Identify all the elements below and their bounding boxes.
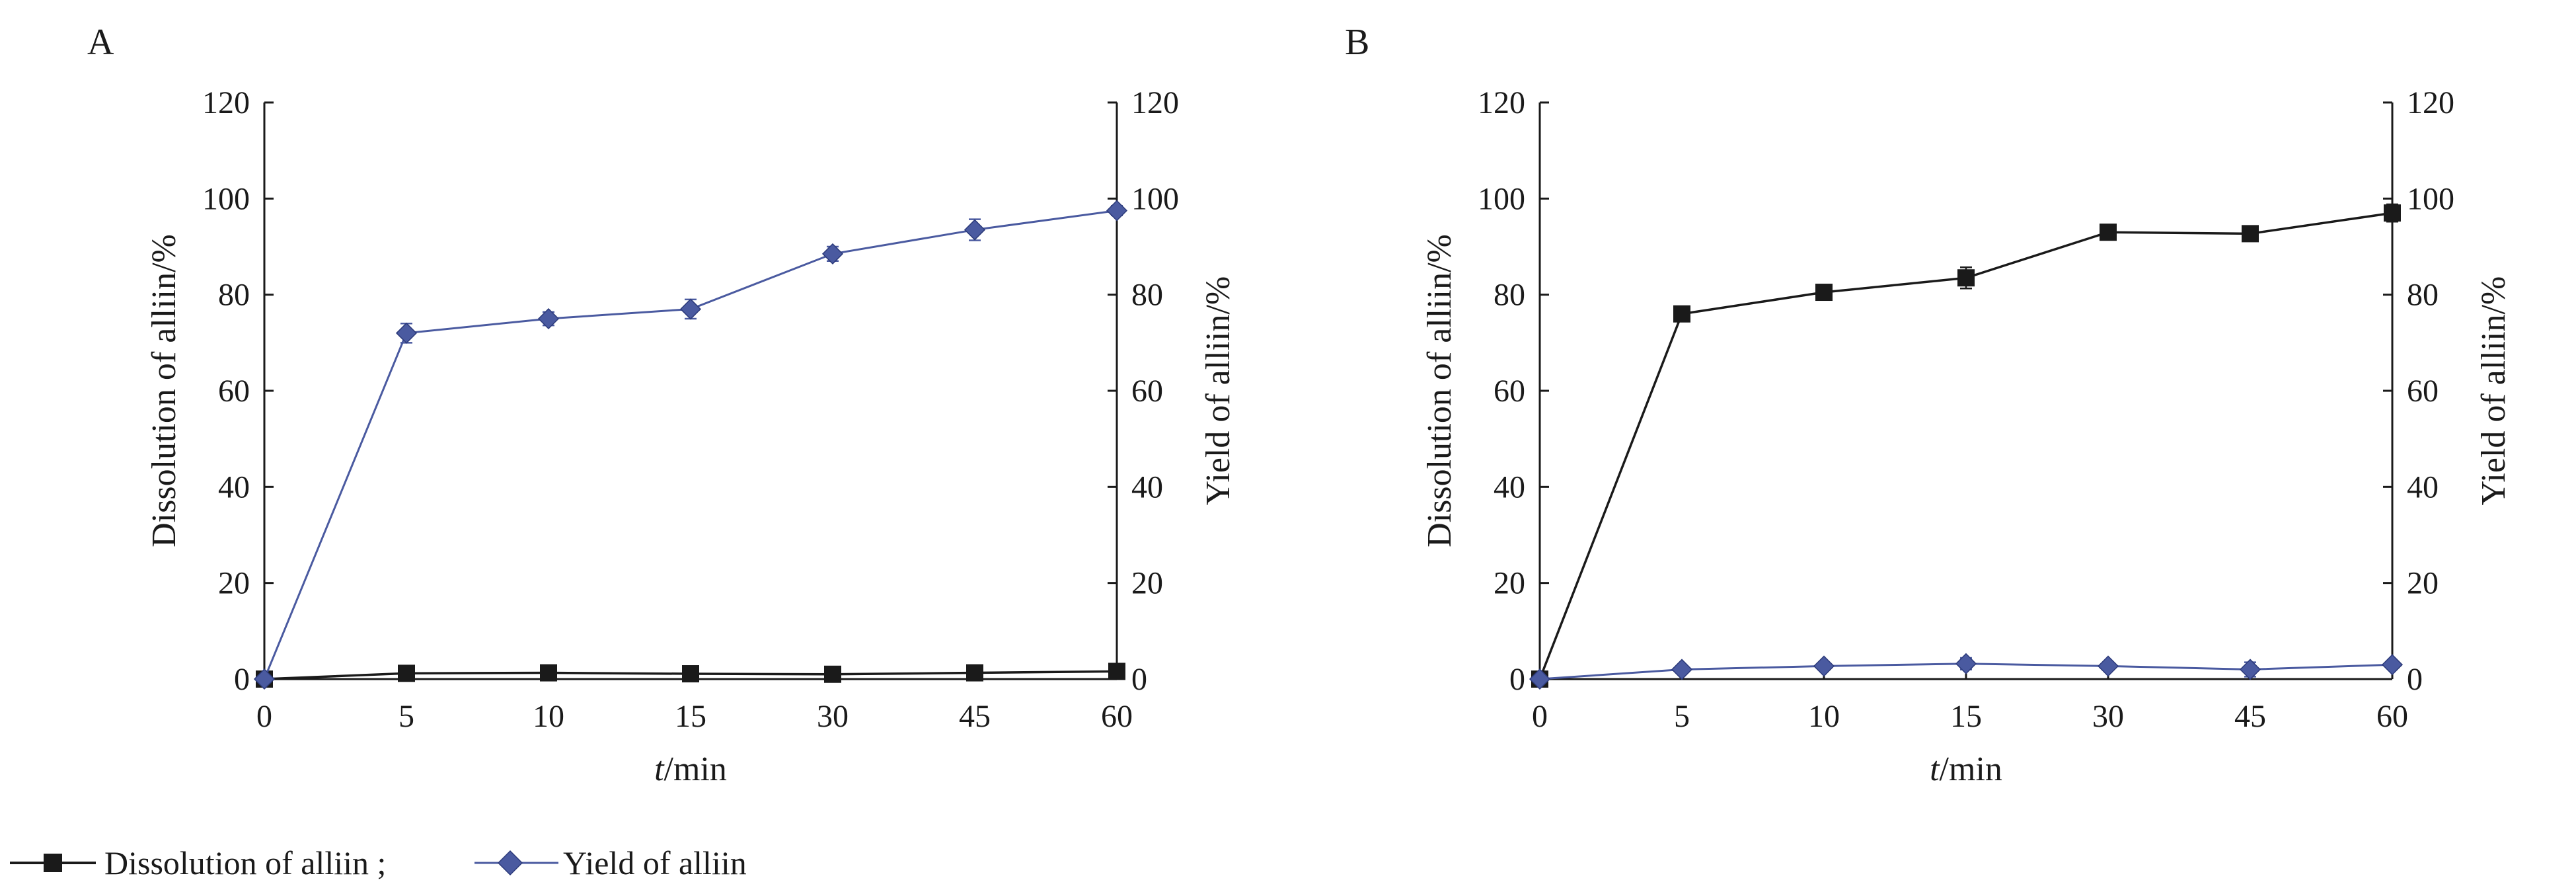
panel-b-dissolution-point (1957, 269, 1975, 287)
panel-a-left-tick-label: 20 (218, 566, 250, 601)
panel-a-left-tick-label: 80 (218, 278, 250, 313)
panel-a-yield-point (679, 298, 702, 320)
panel-a-right-tick-label: 0 (1131, 662, 1147, 697)
panel-b-x-tick-label: 60 (2376, 699, 2408, 734)
panel-a-yield-point (395, 322, 418, 344)
panel-b-right-tick-label: 60 (2407, 374, 2439, 409)
panel-a-right-tick-label: 100 (1131, 181, 1179, 216)
panel-a-dissolution-point (1108, 663, 1125, 680)
panel-a-x-axis-title: t/min (654, 750, 727, 788)
panel-a-right-tick-label: 60 (1131, 374, 1163, 409)
panel-a-x-tick-label: 45 (959, 699, 991, 734)
panel-a-right-axis-title: Yield of alliin/% (1199, 276, 1237, 506)
legend-label-yield: Yield of alliin (563, 844, 747, 881)
panel-a-right-tick-label: 40 (1131, 469, 1163, 505)
panel-a-left-tick-label: 100 (202, 181, 250, 216)
panel-a-dissolution-point (398, 665, 415, 682)
panel-b-left-tick-label: 120 (1478, 85, 1525, 120)
panel-a-right-tick-label: 120 (1131, 85, 1179, 120)
panel-b-x-tick-label: 30 (2092, 699, 2124, 734)
panel-a-dissolution-point (540, 664, 557, 682)
panel-b-right-tick-label: 100 (2407, 181, 2454, 216)
panel-b-x-tick-label: 5 (1674, 699, 1690, 734)
panel-a-left-tick-label: 40 (218, 469, 250, 505)
panel-b-x-tick-label: 0 (1532, 699, 1548, 734)
panel-a-x-axis-title-variable: t (654, 750, 665, 788)
panel-a-left-tick-label: 0 (234, 662, 250, 697)
panel-b-x-tick-label: 45 (2234, 699, 2266, 734)
panel-b-dissolution-point (1815, 284, 1833, 302)
panel-b-x-tick-label: 15 (1950, 699, 1982, 734)
panel-a-dissolution-point (966, 664, 983, 682)
panel-b-left-tick-label: 0 (1509, 662, 1525, 697)
panel-b-right-tick-label: 40 (2407, 469, 2439, 505)
panel-b-yield-point (1813, 655, 1835, 677)
panel-b-dissolution-point (1673, 305, 1690, 323)
panel-a-label: A (87, 22, 114, 63)
panel-a-left-tick-label: 120 (202, 85, 250, 120)
panel-a-yield-point (964, 219, 986, 241)
panel-b-dissolution-point (2384, 204, 2401, 222)
panel-a-yield-point (537, 307, 560, 330)
panel-a-x-axis-title-unit: /min (664, 750, 727, 788)
panel-a-dissolution-point (682, 665, 699, 683)
panel-b-yield-point (2239, 659, 2261, 680)
panel-a-right-tick-label: 20 (1131, 566, 1163, 601)
legend-marker-yield-diamond (497, 850, 523, 876)
panel-b-left-tick-label: 20 (1494, 566, 1525, 601)
panel-a-dissolution-point (824, 665, 841, 683)
panel-b-label: B (1345, 22, 1369, 63)
panel-a-yield-point (821, 243, 844, 264)
panel-b-yield-point (1955, 653, 1977, 674)
legend-marker-dissolution-square (44, 854, 62, 872)
panel-b-left-tick-label: 60 (1494, 374, 1525, 409)
panel-b-left-tick-label: 40 (1494, 469, 1525, 505)
panel-b-yield-point (1529, 668, 1551, 690)
panel-a-right-tick-label: 80 (1131, 278, 1163, 313)
panel-b-left-tick-label: 80 (1494, 278, 1525, 313)
panel-b-yield-point (2381, 654, 2404, 676)
panel-b-yield-point (1671, 659, 1693, 680)
figure-legend: Dissolution of alliin ; Yield of alliin (10, 844, 747, 881)
panel-a-left-tick-label: 60 (218, 374, 250, 409)
panel-b-left-axis-title: Dissolution of alliin/% (1421, 234, 1458, 547)
panel-b-right-tick-label: 0 (2407, 662, 2423, 697)
panel-b-dissolution-point (2242, 225, 2259, 243)
panel-b-dissolution-point (2100, 223, 2117, 241)
panel-b-x-tick-label: 10 (1808, 699, 1840, 734)
panel-b-right-tick-label: 20 (2407, 566, 2439, 601)
panel-a-left-axis-title: Dissolution of alliin/% (145, 234, 183, 547)
panel-b-right-axis-title: Yield of alliin/% (2475, 276, 2513, 506)
panel-b-right-tick-label: 120 (2407, 85, 2454, 120)
legend-label-dissolution: Dissolution of alliin ; (104, 844, 386, 881)
panel-b-right-tick-label: 80 (2407, 278, 2439, 313)
panel-a-yield-point (1106, 200, 1128, 222)
panel-a-x-tick-label: 5 (398, 699, 414, 734)
panel-a-yield-point (253, 668, 276, 690)
panel-b-left-tick-label: 100 (1478, 181, 1525, 216)
panel-b-x-axis-title-variable: t (1930, 750, 1940, 788)
panel-b-x-axis-title-unit: /min (1940, 750, 2002, 788)
panel-a-x-tick-label: 60 (1101, 699, 1133, 734)
panel-a-x-tick-label: 0 (256, 699, 272, 734)
panel-b-yield-point (2097, 655, 2119, 677)
panel-a-x-tick-label: 30 (817, 699, 849, 734)
panel-a-x-tick-label: 15 (675, 699, 706, 734)
panel-a-x-tick-label: 10 (533, 699, 564, 734)
panel-b-x-axis-title: t/min (1930, 750, 2002, 788)
panel-a-yield-line (263, 210, 1118, 680)
